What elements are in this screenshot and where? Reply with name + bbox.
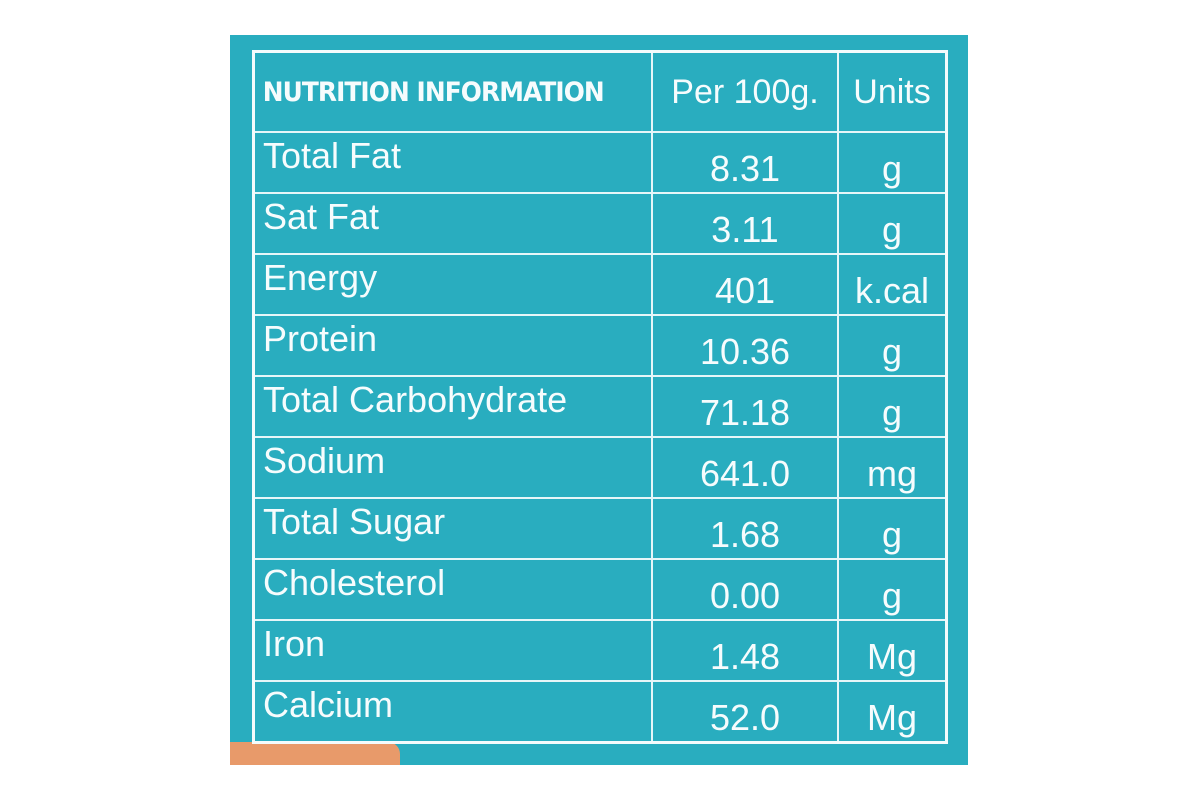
table-row: Total Sugar 1.68 g [252,496,948,560]
table-cell: Calcium [252,679,653,744]
table-cell: Protein [252,313,653,377]
table-cell: Cholesterol [252,557,653,621]
table-row: Energy 401 k.cal [252,252,948,316]
table-cell: 641.0 [651,435,839,499]
table-cell: 8.31 [651,131,839,194]
table-cell: 1.48 [651,618,839,682]
table-body: Total Fat 8.31 g Sat Fat 3.11 g Energy 401 k.cal… [252,131,948,744]
table-cell: Sat Fat [252,191,653,255]
table-cell: g [837,191,948,255]
header-row: NUTRITION INFORMATION Per 100g. Units [252,50,948,133]
table-cell: Sodium [252,435,653,499]
header-cell: Units [837,50,948,133]
table-row: Iron 1.48 Mg [252,618,948,682]
header-cell: NUTRITION INFORMATION [252,50,622,133]
table-row: Sodium 641.0 mg [252,435,948,499]
table-cell: 71.18 [651,374,839,438]
table-cell: g [837,313,948,377]
table-cell: 3.11 [651,191,839,255]
table-row: Protein 10.36 g [252,313,948,377]
table-cell: g [837,131,948,194]
table-cell: 10.36 [651,313,839,377]
table-cell: g [837,374,948,438]
table-cell: Energy [252,252,653,316]
table-cell: mg [837,435,948,499]
table-cell: 52.0 [651,679,839,744]
table-cell: 0.00 [651,557,839,621]
nutrition-table: NUTRITION INFORMATION Per 100g. Units Tota… [252,50,948,744]
table-cell: Mg [837,679,948,744]
header-cell: Per 100g. [651,50,839,133]
table-row: Sat Fat 3.11 g [252,191,948,255]
table-cell: k.cal [837,252,948,316]
table-row: Total Carbohydrate 71.18 g [252,374,948,438]
table-cell: Mg [837,618,948,682]
table-row: Cholesterol 0.00 g [252,557,948,621]
package-edge [230,742,400,765]
table-cell: 401 [651,252,839,316]
table-cell: Total Carbohydrate [252,374,653,438]
table-cell: g [837,496,948,560]
table-row: Calcium 52.0 Mg [252,679,948,744]
table-cell: Iron [252,618,653,682]
table-cell: Total Sugar [252,496,653,560]
table-cell: 1.68 [651,496,839,560]
table-cell: Total Fat [252,131,653,194]
table-cell: g [837,557,948,621]
table-row: Total Fat 8.31 g [252,131,948,194]
